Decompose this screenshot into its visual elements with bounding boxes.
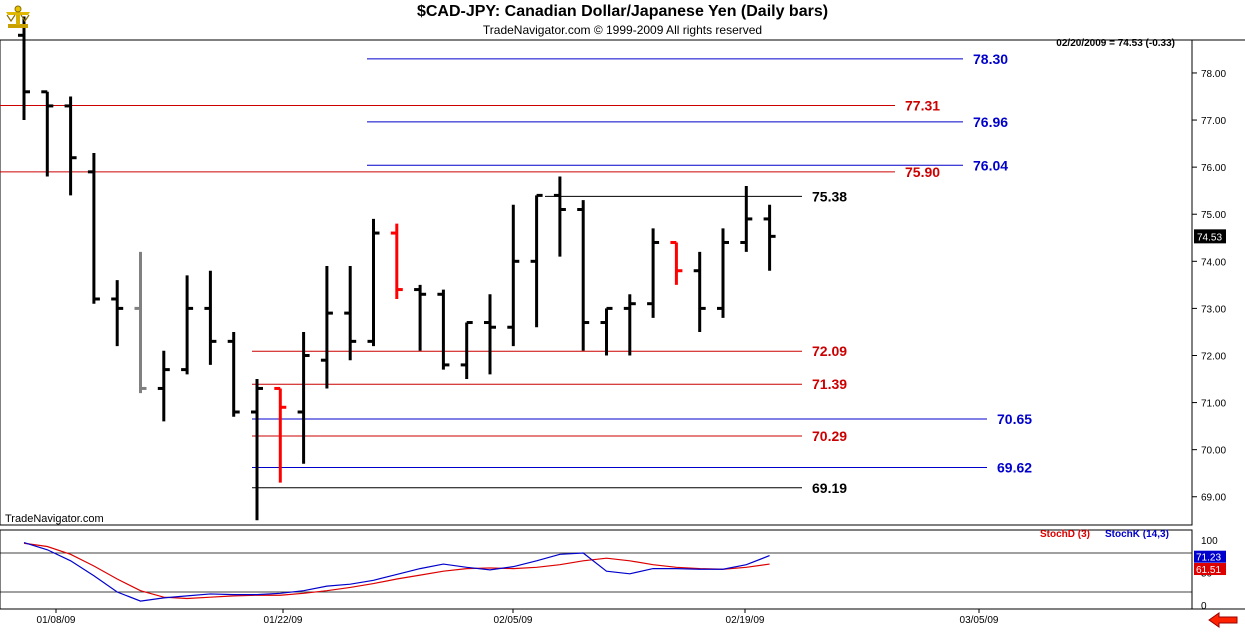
x-tick-label: 02/19/09	[726, 615, 765, 626]
ohlc-bar	[64, 96, 77, 196]
ohlc-bar	[414, 284, 427, 351]
stoch-line-d	[23, 542, 770, 600]
ohlc-bar	[344, 266, 357, 361]
level-label-72.09: 72.09	[812, 343, 847, 359]
price-tick-label: 76.00	[1201, 163, 1226, 174]
level-label-69.62: 69.62	[997, 460, 1032, 476]
stoch-line-k	[23, 542, 770, 602]
stoch-tick-label: 100	[1201, 536, 1218, 547]
ohlc-bar	[484, 294, 496, 375]
level-label-69.19: 69.19	[812, 480, 847, 496]
level-label-76.04: 76.04	[973, 157, 1008, 173]
ohlc-bar	[553, 176, 566, 257]
ohlc-bar	[87, 153, 100, 304]
stoch-value-box	[1194, 563, 1226, 576]
ohlc-bar	[134, 251, 147, 394]
last-price-box	[1194, 229, 1226, 244]
price-tick-label: 71.00	[1201, 399, 1226, 410]
stoch-tick-label: 0	[1201, 601, 1207, 612]
stoch-value-label: 71.23	[1196, 553, 1221, 564]
ohlc-bar	[181, 275, 194, 375]
copyright-subtitle: TradeNavigator.com © 1999-2009 All right…	[482, 23, 763, 37]
price-tick-label: 69.00	[1201, 493, 1226, 504]
ohlc-bar	[740, 185, 753, 252]
ohlc-bar	[717, 228, 729, 318]
ohlc-bar	[274, 386, 287, 483]
level-label-78.30: 78.30	[973, 51, 1008, 67]
ohlc-bar	[111, 280, 124, 347]
logo-icon[interactable]	[4, 4, 32, 30]
chart-title: $CAD-JPY: Canadian Dollar/Japanese Yen (…	[416, 3, 829, 20]
level-label-70.29: 70.29	[812, 428, 847, 444]
ohlc-bar	[390, 223, 403, 299]
level-label-70.65: 70.65	[997, 411, 1032, 427]
ohlc-bar	[157, 350, 170, 422]
level-label-77.31: 77.31	[905, 97, 940, 113]
ohlc-bar	[367, 218, 380, 347]
price-tick-label: 75.00	[1201, 210, 1226, 221]
ohlc-bar	[41, 90, 54, 177]
price-tick-label: 70.00	[1201, 446, 1226, 457]
x-tick-label: 01/08/09	[37, 615, 76, 626]
ohlc-bar	[670, 240, 683, 285]
level-label-75.38: 75.38	[812, 188, 847, 204]
ohlc-bar	[577, 200, 590, 351]
price-tick-label: 77.00	[1201, 116, 1226, 127]
level-label-75.90: 75.90	[905, 164, 940, 180]
ohlc-bar	[530, 193, 543, 328]
ohlc-bar	[693, 251, 706, 332]
price-tick-label: 74.00	[1201, 257, 1226, 268]
ohlc-bar	[227, 331, 240, 417]
ohlc-bar	[251, 379, 263, 521]
ohlc-bar	[204, 270, 217, 365]
ohlc-bar	[18, 16, 30, 121]
legend-stochD: StochD (3)	[1040, 529, 1090, 540]
ohlc-bar	[600, 306, 613, 356]
scroll-left-arrow-icon[interactable]	[1207, 612, 1239, 628]
x-tick-label: 01/22/09	[264, 615, 303, 626]
price-tick-label: 73.00	[1201, 304, 1226, 315]
x-tick-label: 02/05/09	[494, 615, 533, 626]
x-tick-label: 03/05/09	[960, 615, 999, 626]
last-price-readout: 02/20/2009 = 74.53 (-0.33)	[1056, 38, 1175, 49]
price-plot-frame	[0, 39, 1193, 526]
price-tick-label: 78.00	[1201, 69, 1226, 80]
watermark-text: TradeNavigator.com	[5, 513, 104, 525]
ohlc-bar	[460, 321, 473, 380]
level-label-76.96: 76.96	[973, 114, 1008, 130]
legend-stochK: StochK (14,3)	[1105, 529, 1169, 540]
ohlc-bar	[507, 204, 520, 347]
last-price-label: 74.53	[1197, 232, 1222, 243]
ohlc-bar	[437, 289, 450, 370]
stoch-value-label: 61.51	[1196, 565, 1221, 576]
ohlc-bar	[297, 331, 310, 464]
ohlc-bar	[763, 204, 776, 271]
price-panel: 69.00 70.00 71.00 72.00 73.00 74.00 75.00 76.00…	[0, 16, 1245, 526]
stochastic-panel: 01/08/09 01/22/09 02/05/09 02/19/09 03/05/09…	[0, 529, 1245, 626]
ohlc-bar	[647, 228, 660, 318]
price-tick-label: 72.00	[1201, 351, 1226, 362]
ohlc-bar	[623, 294, 636, 356]
ohlc-bar	[320, 266, 333, 389]
stoch-value-box	[1194, 550, 1226, 563]
level-label-71.39: 71.39	[812, 376, 847, 392]
